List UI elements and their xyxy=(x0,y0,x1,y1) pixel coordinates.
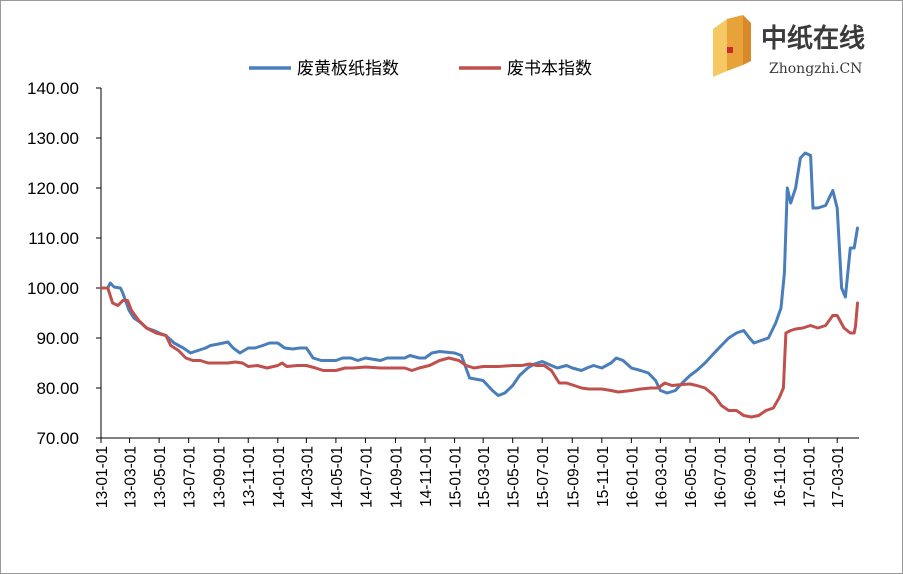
y-tick-label: 80.00 xyxy=(36,379,79,398)
y-tick-label: 130.00 xyxy=(27,129,79,148)
x-tick-label: 15-05-01 xyxy=(506,446,523,508)
y-tick-label: 140.00 xyxy=(27,79,79,98)
y-tick-label: 120.00 xyxy=(27,179,79,198)
y-tick-label: 70.00 xyxy=(36,429,79,448)
x-tick-label: 14-05-01 xyxy=(329,446,346,508)
legend-label-series-1: 废黄板纸指数 xyxy=(297,59,399,79)
x-tick-label: 14-11-01 xyxy=(418,446,435,507)
x-tick-label: 17-03-01 xyxy=(830,446,847,508)
zhongzhi-logo: 中纸在线 Zhongzhi.CN xyxy=(713,15,865,77)
y-tick-label: 90.00 xyxy=(36,329,79,348)
legend: 废黄板纸指数 废书本指数 xyxy=(249,59,592,79)
x-tick-label: 13-11-01 xyxy=(241,446,258,507)
x-tick-label: 13-03-01 xyxy=(123,446,140,508)
x-tick-label: 16-01-01 xyxy=(624,446,641,508)
x-tick-label: 16-05-01 xyxy=(683,446,700,508)
x-tick-label: 14-01-01 xyxy=(271,446,288,508)
x-tick-label: 15-07-01 xyxy=(535,446,552,508)
logo-name-cn: 中纸在线 xyxy=(761,23,865,54)
logo-emblem-icon xyxy=(713,15,751,77)
y-tick-label: 110.00 xyxy=(28,229,79,248)
x-tick-label: 13-07-01 xyxy=(182,446,199,508)
x-tick-label: 13-05-01 xyxy=(152,446,169,508)
x-tick-label: 14-07-01 xyxy=(358,446,375,508)
x-tick-label: 14-03-01 xyxy=(299,446,316,508)
x-tick-label: 16-09-01 xyxy=(743,446,760,508)
x-tick-label: 13-09-01 xyxy=(212,446,229,508)
x-tick-label: 15-03-01 xyxy=(476,446,493,508)
x-tick-label: 13-01-01 xyxy=(94,446,111,508)
x-axis-ticks: 13-01-01 13-03-01 13-05-01 13-07-01 13-09-01… xyxy=(94,438,847,508)
series-line-1 xyxy=(99,151,859,397)
logo-name-en: Zhongzhi.CN xyxy=(769,61,862,77)
x-tick-label: 16-07-01 xyxy=(713,446,730,508)
x-tick-label: 16-03-01 xyxy=(653,446,670,508)
x-tick-label: 17-01-01 xyxy=(802,446,819,508)
x-tick-label: 16-11-01 xyxy=(772,446,789,507)
x-tick-label: 15-09-01 xyxy=(565,446,582,508)
series-layer xyxy=(99,151,859,419)
y-axis-ticks: 140.00 130.00 120.00 110.00 100.00 90.00 80.00… xyxy=(27,79,101,448)
x-tick-label: 14-09-01 xyxy=(388,446,405,508)
x-tick-label: 15-11-01 xyxy=(595,446,612,507)
x-tick-label: 15-01-01 xyxy=(448,446,465,508)
legend-label-series-2: 废书本指数 xyxy=(507,59,592,79)
y-tick-label: 100.00 xyxy=(27,279,79,298)
series-line-2 xyxy=(99,286,859,419)
